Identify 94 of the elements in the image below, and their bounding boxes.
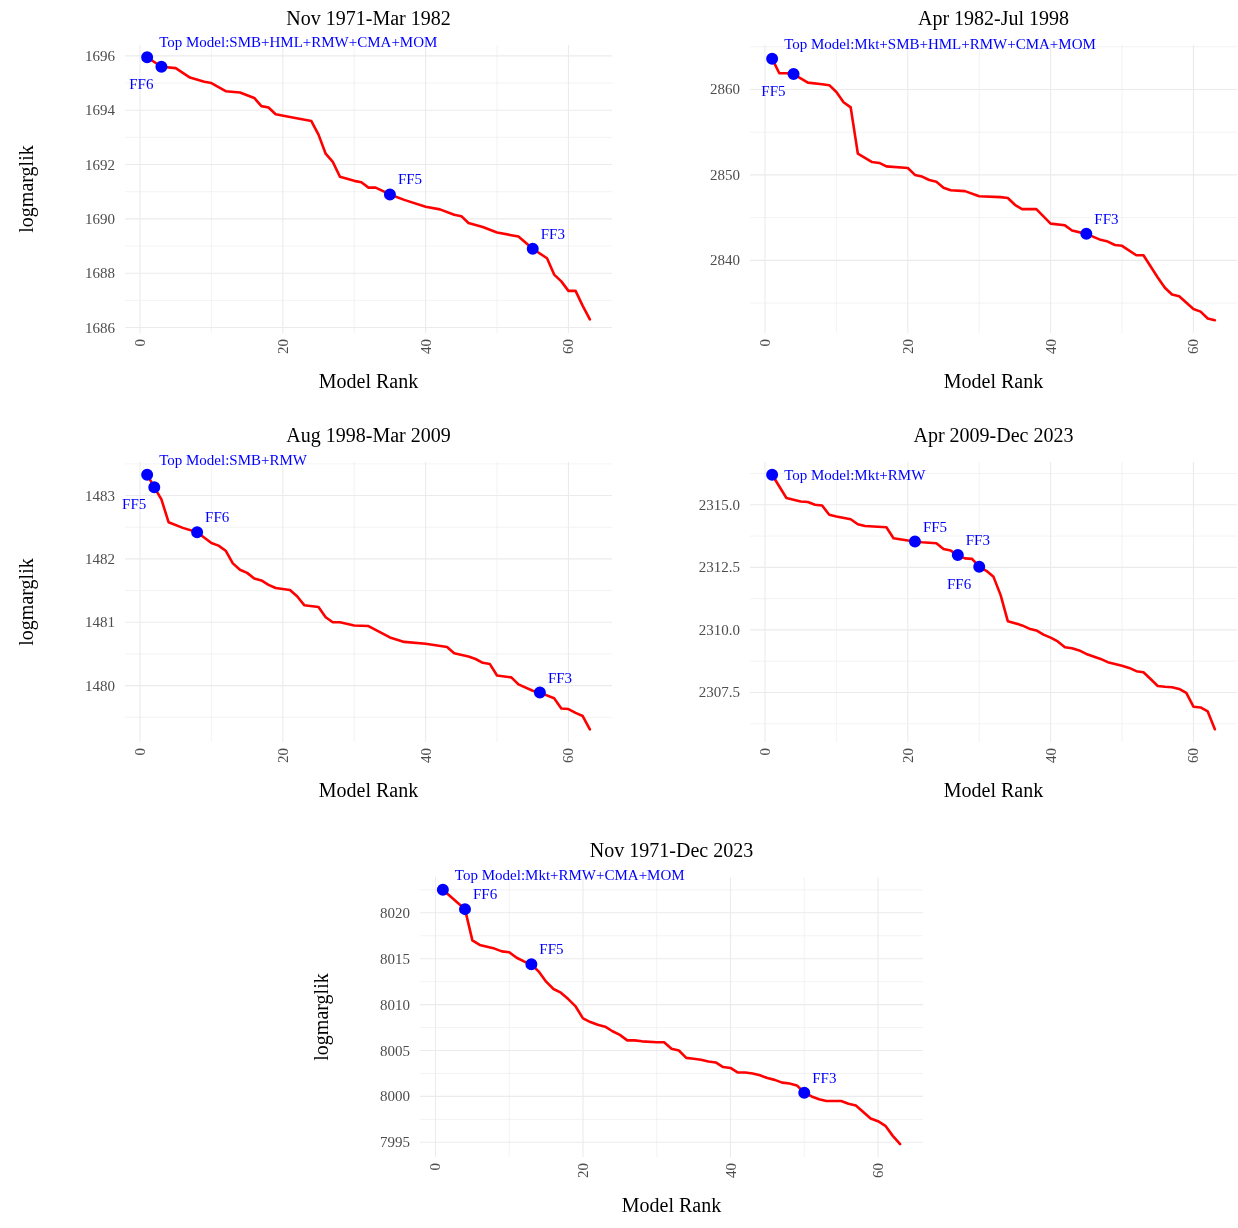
y-tick-label: 2840 [710, 252, 740, 269]
point [766, 468, 779, 481]
annotation: FF5 [397, 171, 423, 188]
y-axis-title: logmarglik [15, 558, 38, 646]
y-tick-label: 8015 [380, 950, 410, 967]
point [436, 883, 449, 896]
point [798, 1086, 811, 1099]
x-tick-label: 40 [417, 339, 434, 354]
y-tick-label: 1690 [85, 210, 115, 227]
x-tick-label: 60 [560, 748, 577, 763]
point [908, 535, 921, 548]
y-tick-label: 8000 [380, 1088, 410, 1105]
point [973, 560, 986, 573]
annotation: FF6 [472, 886, 498, 903]
x-tick-label: 20 [274, 339, 291, 354]
y-tick-label: 1694 [85, 102, 116, 119]
y-tick-label: 1686 [85, 319, 116, 336]
x-tick-label: 20 [274, 748, 291, 763]
point [766, 52, 779, 65]
annotation: FF3 [547, 669, 573, 686]
y-tick-label: 8005 [380, 1042, 410, 1059]
y-tick-label: 2307.5 [698, 684, 740, 701]
point [951, 549, 964, 562]
point [525, 958, 538, 971]
x-tick-label: 60 [560, 339, 577, 354]
x-tick-label: 60 [870, 1163, 887, 1178]
x-tick-label: 60 [1185, 339, 1202, 354]
point [458, 903, 471, 916]
y-tick-label: 8020 [380, 904, 410, 921]
x-tick-label: 20 [899, 339, 916, 354]
y-tick-label: 1696 [85, 47, 116, 64]
point [383, 188, 396, 201]
chart-title: Nov 1971-Dec 2023 [589, 839, 754, 861]
point [787, 68, 800, 81]
annotation: Top Model:Mkt+SMB+HML+RMW+CMA+MOM [784, 35, 1096, 52]
y-tick-label: 7995 [380, 1134, 410, 1151]
y-tick-label: 2850 [710, 166, 740, 183]
annotation: FF6 [205, 509, 230, 526]
y-tick-label: 2860 [710, 81, 740, 98]
annotation: FF3 [540, 225, 565, 242]
x-tick-label: 40 [1042, 339, 1059, 354]
point [141, 468, 154, 481]
y-tick-label: 1481 [85, 614, 115, 631]
annotation: Top Model:SMB+RMW [159, 451, 308, 468]
x-tick-label: 20 [899, 748, 916, 763]
y-axis-title: logmarglik [15, 145, 38, 233]
annotation: FF6 [129, 75, 154, 92]
y-tick-label: 1480 [85, 677, 115, 694]
y-tick-label: 1483 [85, 487, 115, 504]
annotation: Top Model:Mkt+RMW+CMA+MOM [454, 866, 685, 883]
chart-title: Apr 1982-Jul 1998 [917, 7, 1070, 30]
chart-title: Apr 2009-Dec 2023 [913, 424, 1074, 447]
y-tick-label: 1692 [85, 156, 115, 173]
annotation: FF3 [812, 1069, 837, 1086]
y-tick-label: 2312.5 [698, 559, 740, 576]
annotation: Top Model:SMB+HML+RMW+CMA+MOM [159, 34, 438, 51]
chart-title: Nov 1971-Mar 1982 [286, 7, 451, 29]
chart-title: Aug 1998-Mar 2009 [286, 424, 451, 447]
x-tick-label: 0 [132, 339, 148, 347]
y-axis-title: logmarglik [310, 973, 333, 1061]
x-tick-label: 0 [132, 748, 148, 756]
x-tick-label: 0 [427, 1163, 444, 1171]
x-tick-label: 0 [757, 748, 773, 756]
point [526, 242, 539, 255]
y-tick-label: 1688 [85, 265, 115, 282]
y-tick-label: 1482 [85, 550, 115, 567]
annotation: FF6 [947, 575, 972, 592]
point [148, 481, 161, 494]
annotation: FF5 [122, 496, 147, 513]
annotation: FF5 [761, 83, 786, 100]
point [141, 51, 154, 64]
x-axis-title: Model Rank [621, 1194, 722, 1216]
annotation: FF3 [965, 532, 990, 549]
y-tick-label: 2310.0 [698, 621, 740, 638]
annotation: Top Model:Mkt+RMW [784, 466, 927, 483]
x-tick-label: 60 [1185, 748, 1202, 763]
y-tick-label: 2315.0 [698, 496, 740, 513]
y-tick-label: 8010 [380, 996, 410, 1013]
x-tick-label: 40 [1042, 748, 1059, 763]
annotation: FF5 [539, 941, 564, 958]
x-tick-label: 0 [757, 339, 773, 347]
x-axis-title: Model Rank [318, 779, 419, 801]
x-tick-label: 40 [417, 748, 434, 763]
x-axis-title: Model Rank [318, 370, 419, 392]
point [1080, 227, 1093, 240]
point [155, 60, 168, 73]
x-tick-label: 40 [722, 1163, 739, 1178]
point [191, 526, 204, 539]
x-axis-title: Model Rank [943, 370, 1044, 392]
x-tick-label: 20 [575, 1163, 591, 1178]
annotation: FF5 [922, 518, 948, 535]
point [533, 686, 546, 699]
x-axis-title: Model Rank [943, 779, 1044, 801]
annotation: FF3 [1094, 210, 1119, 227]
